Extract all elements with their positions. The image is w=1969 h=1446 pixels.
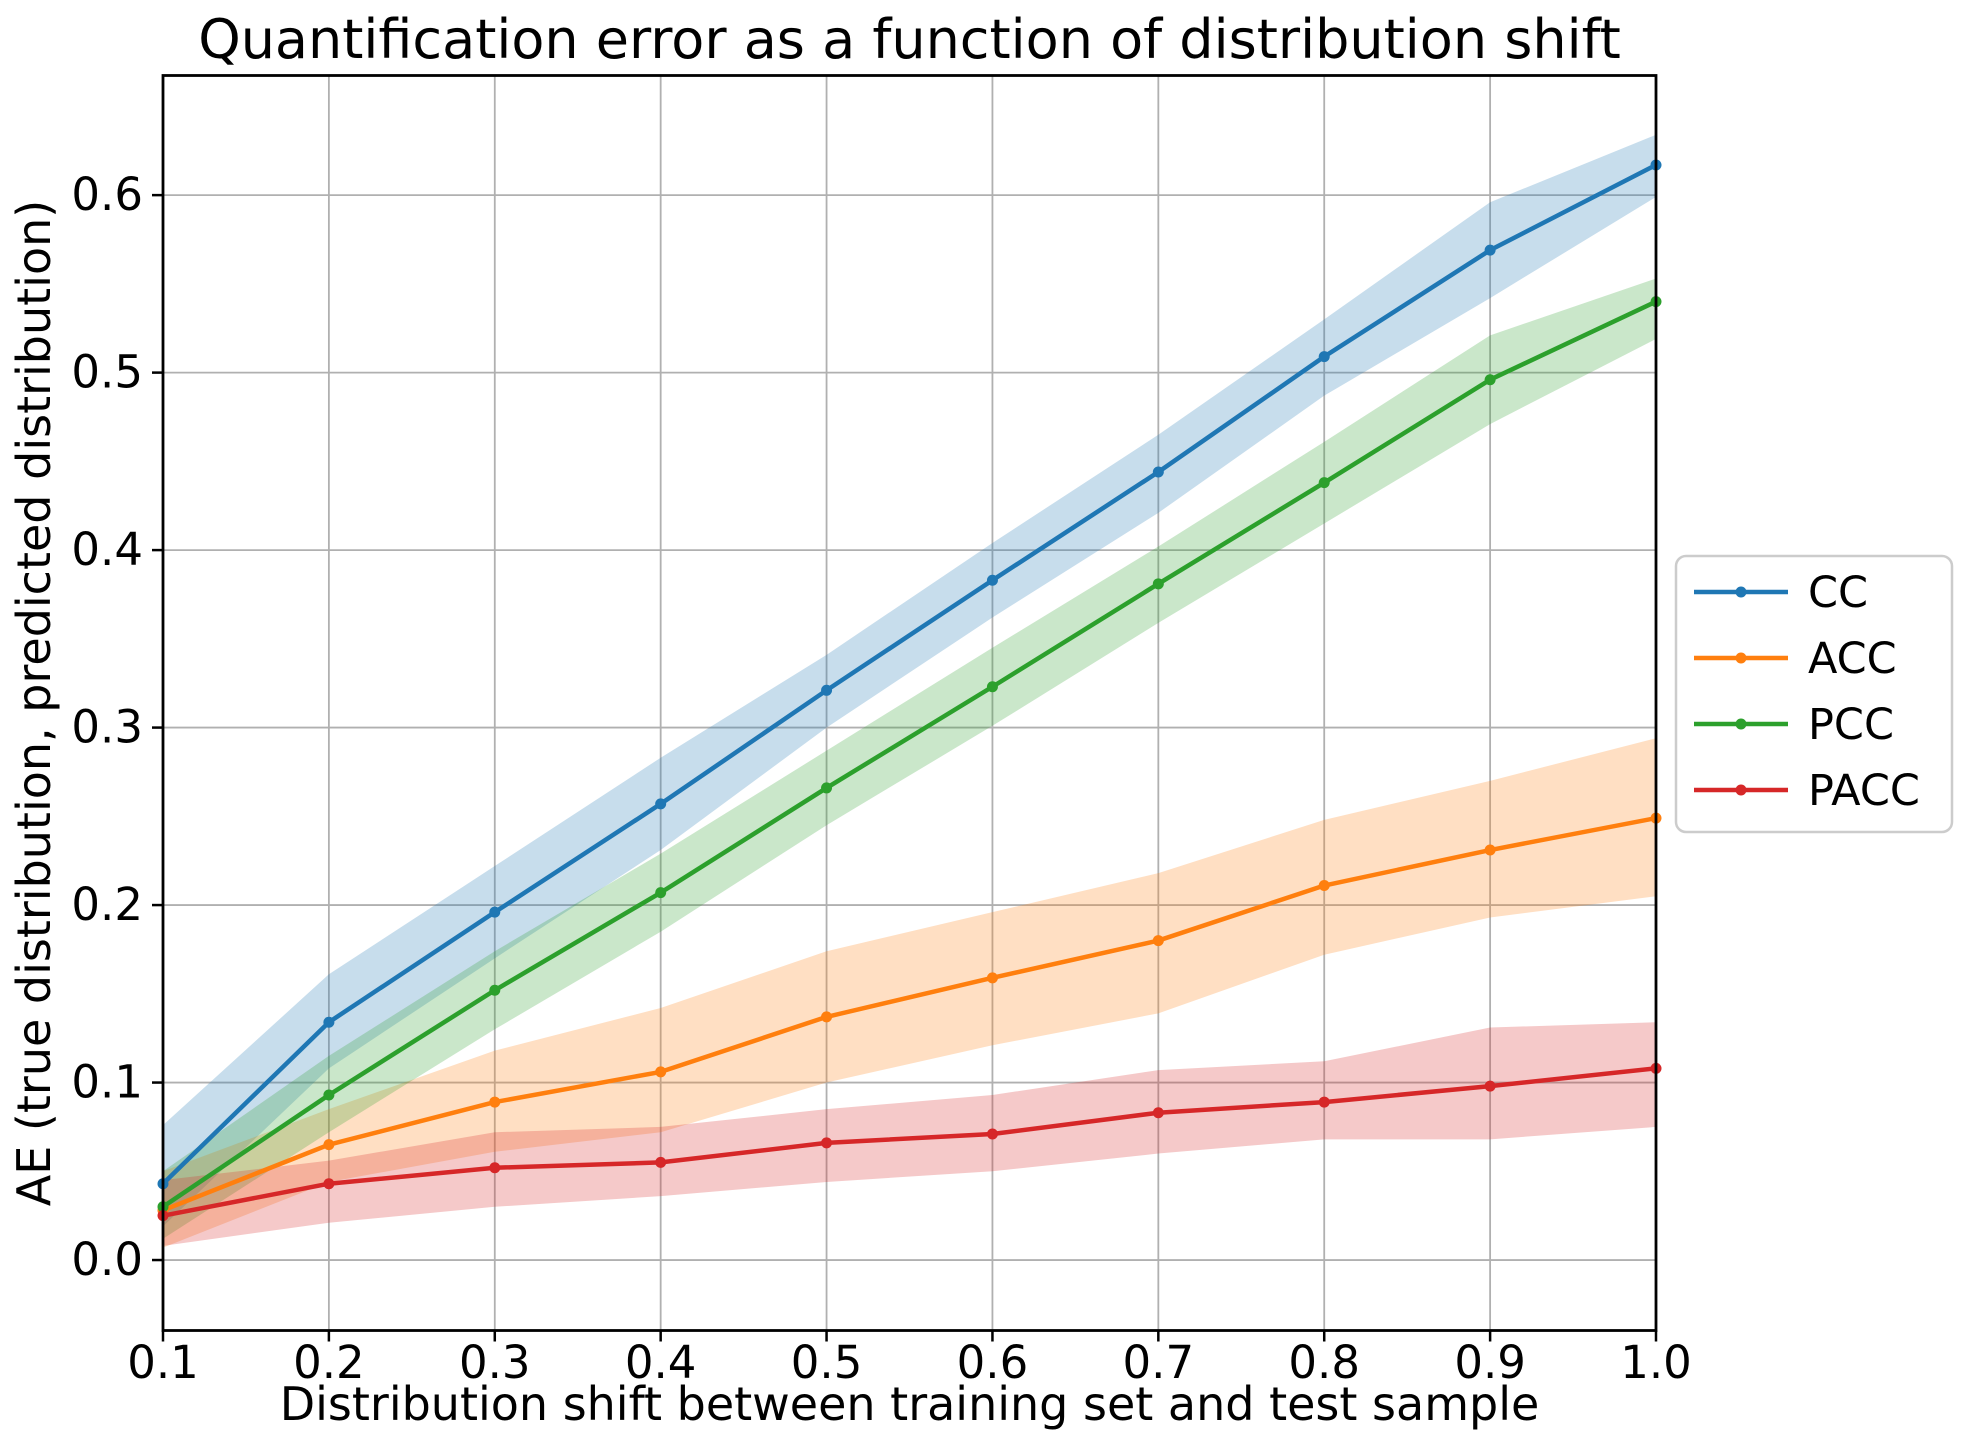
series-marker-cc <box>1318 351 1330 363</box>
y-tick-label: 0.1 <box>71 1056 143 1109</box>
series-marker-acc <box>1484 844 1496 856</box>
series-band-acc <box>163 738 1656 1248</box>
series-band-pacc <box>163 1022 1656 1246</box>
x-tick-label: 0.9 <box>1454 1336 1526 1389</box>
y-tick-label: 0.4 <box>71 523 143 576</box>
series-marker-pcc <box>1152 578 1164 590</box>
series-marker-pacc <box>1152 1107 1164 1119</box>
series-band-pcc <box>163 278 1656 1239</box>
series-marker-acc <box>986 972 998 984</box>
x-tick-label: 0.1 <box>127 1336 199 1389</box>
legend-marker-pcc <box>1735 718 1747 730</box>
series-marker-cc <box>1484 244 1496 256</box>
series-marker-pacc <box>323 1178 335 1190</box>
y-tick-label: 0.2 <box>71 878 143 931</box>
x-tick-label: 0.2 <box>293 1336 365 1389</box>
series-marker-pcc <box>986 681 998 693</box>
series-marker-pacc <box>821 1137 833 1149</box>
x-tick-label: 1.0 <box>1620 1336 1692 1389</box>
x-axis-label: Distribution shift between training set … <box>280 1377 1540 1431</box>
legend-marker-pacc <box>1735 784 1747 796</box>
series-marker-pcc <box>489 984 501 996</box>
series-line-cc <box>160 162 1659 1186</box>
series-marker-cc <box>1152 466 1164 478</box>
legend-label-pacc: PACC <box>1808 766 1920 816</box>
series-line-acc <box>160 815 1659 1213</box>
x-tick-label: 0.4 <box>625 1336 697 1389</box>
series-marker-cc <box>489 906 501 918</box>
legend-box <box>1674 554 1954 834</box>
legend-label-cc: CC <box>1808 568 1868 618</box>
y-tick-label: 0.5 <box>71 346 143 399</box>
x-tick-label: 0.7 <box>1123 1336 1195 1389</box>
legend-label-pcc: PCC <box>1808 700 1894 750</box>
series-marker-cc <box>655 798 667 810</box>
series-marker-pacc <box>489 1162 501 1174</box>
y-tick-label: 0.6 <box>71 168 143 221</box>
series-marker-acc <box>489 1096 501 1108</box>
legend-marker-cc <box>1735 586 1747 598</box>
series-marker-pacc <box>1318 1096 1330 1108</box>
series-line-pcc <box>160 299 1659 1210</box>
series-marker-acc <box>1152 935 1164 947</box>
series-marker-cc <box>986 574 998 586</box>
series-marker-cc <box>323 1016 335 1028</box>
series-marker-pcc <box>821 782 833 794</box>
x-tick-label: 0.8 <box>1288 1336 1360 1389</box>
series-line-pacc <box>160 1066 1659 1218</box>
chart-title: Quantification error as a function of di… <box>198 8 1621 71</box>
legend-marker-acc <box>1735 652 1747 664</box>
series-marker-cc <box>821 684 833 696</box>
series-marker-pacc <box>986 1128 998 1140</box>
legend-label-acc: ACC <box>1808 634 1897 684</box>
series-band-cc <box>163 134 1656 1227</box>
series-marker-pcc <box>323 1089 335 1101</box>
x-tick-label: 0.5 <box>791 1336 863 1389</box>
series-marker-acc <box>1318 880 1330 892</box>
series-marker-acc <box>323 1139 335 1151</box>
series-marker-pcc <box>1484 374 1496 386</box>
plot-border <box>161 74 1658 1332</box>
y-tick-label: 0.3 <box>71 701 143 754</box>
series-marker-acc <box>821 1011 833 1023</box>
series-marker-pacc <box>1484 1080 1496 1092</box>
x-tick-label: 0.3 <box>459 1336 531 1389</box>
y-tick-label: 0.0 <box>71 1233 143 1286</box>
series-marker-acc <box>655 1066 667 1078</box>
x-tick-label: 0.6 <box>957 1336 1029 1389</box>
series-marker-pcc <box>655 887 667 899</box>
y-axis-label: AE (true distribution, predicted distrib… <box>7 200 61 1206</box>
series-marker-pacc <box>655 1156 667 1168</box>
series-marker-pcc <box>1318 477 1330 489</box>
